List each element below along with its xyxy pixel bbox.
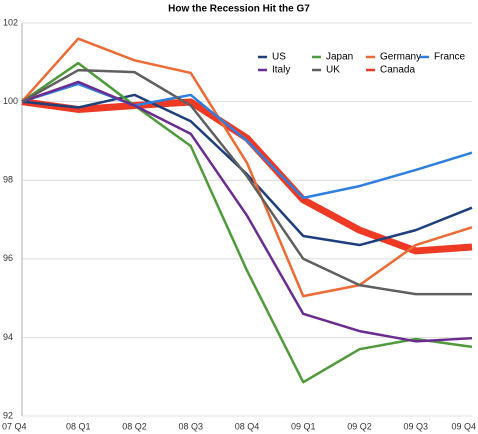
- x-tick-label: 08 Q4: [235, 421, 260, 431]
- legend-label: Japan: [326, 52, 353, 63]
- y-tick-label: 100: [3, 96, 18, 106]
- series-line: [21, 61, 473, 384]
- x-tick-label: 08 Q2: [122, 421, 147, 431]
- legend-label: Germany: [380, 52, 421, 63]
- x-tick-label: 07 Q4: [2, 421, 27, 431]
- y-tick-label: 94: [3, 332, 13, 342]
- series-line: [21, 37, 473, 298]
- series-line: [21, 80, 473, 343]
- y-tick-label: 96: [3, 253, 13, 263]
- y-tick-label: 92: [3, 410, 13, 420]
- series-line: [21, 82, 473, 200]
- legend: US Japan Germany France Italy UK Canada: [258, 52, 466, 76]
- x-tick-label: 09 Q4: [451, 421, 476, 431]
- series-line: [21, 98, 473, 255]
- y-tick-label: 98: [3, 175, 13, 185]
- legend-label: US: [272, 52, 286, 63]
- series-line: [21, 68, 472, 296]
- y-tick-label: 102: [3, 17, 18, 27]
- legend-label: Italy: [272, 65, 290, 76]
- x-tick-label: 08 Q1: [66, 421, 91, 431]
- legend-label: UK: [326, 65, 340, 76]
- legend-label: Canada: [380, 65, 415, 76]
- x-tick-label: 09 Q1: [291, 421, 316, 431]
- chart-title: How the Recession Hit the G7: [168, 4, 310, 15]
- x-tick-label: 09 Q2: [347, 421, 372, 431]
- x-tick-label: 08 Q3: [178, 421, 203, 431]
- legend-label: France: [434, 52, 466, 63]
- x-tick-label: 09 Q3: [403, 421, 428, 431]
- series-line: [21, 93, 473, 247]
